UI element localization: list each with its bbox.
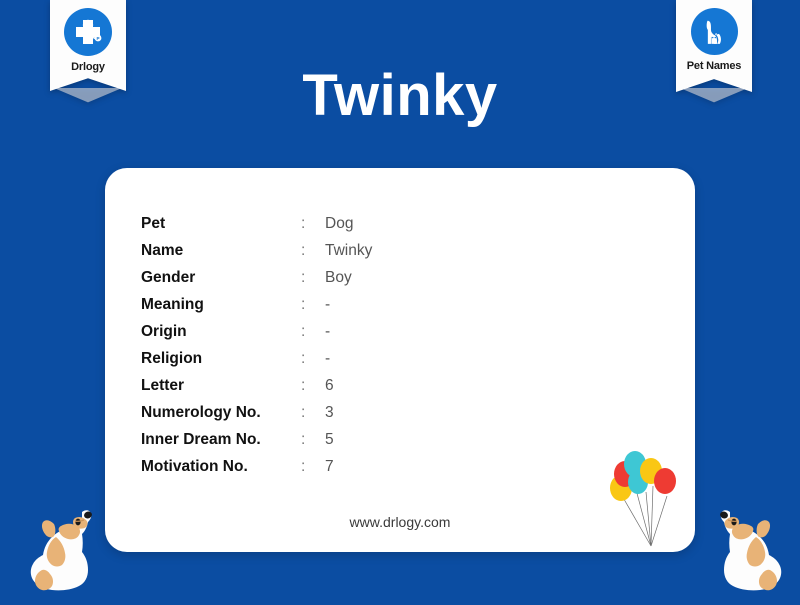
row-value: -: [325, 322, 331, 340]
row-colon: :: [301, 322, 306, 340]
sitting-dog-icon: [18, 496, 122, 600]
svg-text:P: P: [96, 36, 99, 41]
table-row: Gender : Boy: [141, 264, 372, 291]
row-colon: :: [301, 376, 306, 394]
detail-table-body: Pet : Dog Name : Twinky Gender : Boy Mea…: [141, 210, 372, 480]
row-colon: :: [301, 430, 306, 448]
row-value: Twinky: [325, 241, 373, 259]
table-row: Religion : -: [141, 345, 372, 372]
sitting-dog-icon: [690, 496, 794, 600]
row-label: Letter: [141, 376, 185, 394]
row-value: 3: [325, 403, 334, 421]
pet-detail-table: Pet : Dog Name : Twinky Gender : Boy Mea…: [141, 210, 372, 480]
row-colon: :: [301, 457, 306, 475]
page-title: Twinky: [302, 63, 498, 128]
row-colon: :: [301, 403, 306, 421]
row-colon: :: [301, 268, 306, 286]
table-row: Inner Dream No. : 5: [141, 426, 372, 453]
row-label: Meaning: [141, 295, 204, 313]
row-label: Origin: [141, 322, 187, 340]
badge-pet-names[interactable]: Pet Names: [676, 0, 752, 103]
row-label: Religion: [141, 349, 203, 367]
row-label: Numerology No.: [141, 403, 261, 421]
badge-label-left: Drlogy: [71, 61, 105, 73]
row-value: 6: [325, 376, 334, 394]
row-value: 5: [325, 430, 334, 448]
row-value: -: [325, 295, 331, 313]
badge-drlogy[interactable]: P Drlogy: [50, 0, 126, 103]
badge-body-right: Pet Names: [676, 0, 752, 92]
row-value: -: [325, 349, 331, 367]
pet-detail-card: Pet : Dog Name : Twinky Gender : Boy Mea…: [105, 168, 695, 552]
table-row: Meaning : -: [141, 291, 372, 318]
badge-label-right: Pet Names: [686, 60, 742, 72]
row-label: Pet: [141, 214, 166, 232]
doctor-stethoscope-icon: P: [64, 8, 112, 56]
table-row: Motivation No. : 7: [141, 453, 372, 480]
row-label: Name: [141, 241, 184, 259]
table-row: Numerology No. : 3: [141, 399, 372, 426]
badge-body-left: P Drlogy: [50, 0, 126, 91]
table-row: Pet : Dog: [141, 210, 372, 237]
row-colon: :: [301, 214, 306, 232]
table-row: Origin : -: [141, 318, 372, 345]
row-label: Motivation No.: [141, 457, 248, 475]
table-row: Name : Twinky: [141, 237, 372, 264]
row-colon: :: [301, 349, 306, 367]
row-value: Dog: [325, 214, 354, 232]
row-value: Boy: [325, 268, 352, 286]
dog-and-cat-icon: [690, 8, 738, 55]
row-colon: :: [301, 295, 306, 313]
row-value: 7: [325, 457, 334, 475]
row-colon: :: [301, 241, 306, 259]
row-label: Inner Dream No.: [141, 430, 261, 448]
footer-website-url: www.drlogy.com: [349, 514, 451, 530]
row-label: Gender: [141, 268, 196, 286]
table-row: Letter : 6: [141, 372, 372, 399]
balloon-cluster-icon: [601, 448, 693, 552]
